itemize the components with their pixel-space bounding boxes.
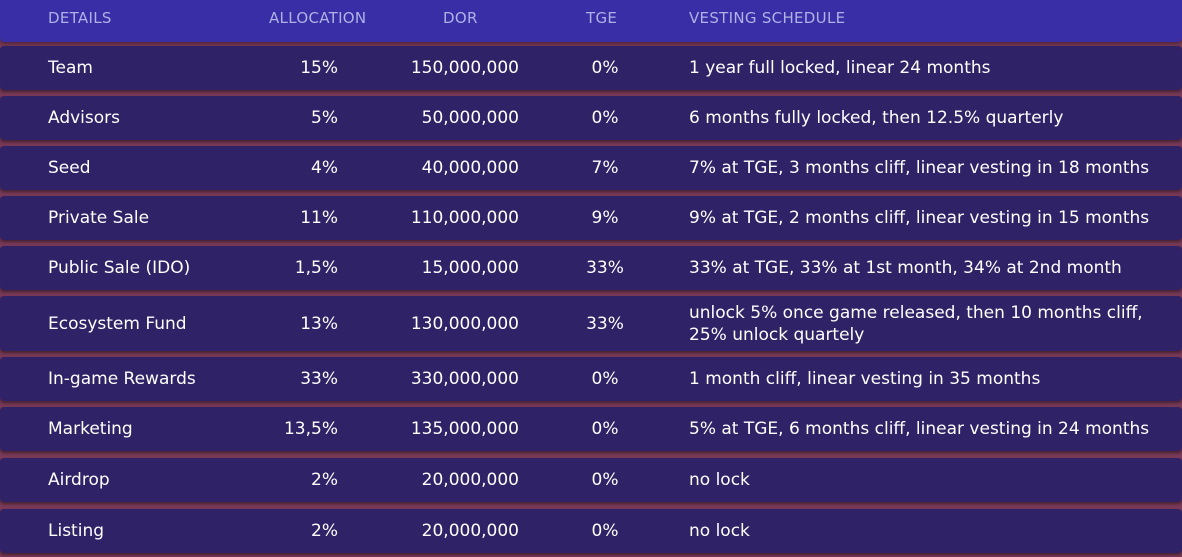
cell-allocation: 13% xyxy=(300,313,338,334)
cell-details: Advisors xyxy=(48,108,121,128)
cell-details: Listing xyxy=(48,521,105,541)
cell-vesting: 7% at TGE, 3 months cliff, linear vestin… xyxy=(689,158,1150,178)
table-row: Ecosystem Fund 13% 130,000,000 33% unloc… xyxy=(0,296,1182,351)
table-row: Team 15% 150,000,000 0% 1 year full lock… xyxy=(0,46,1182,90)
table-header: DETAILS ALLOCATION DOR TGE VESTING SCHED… xyxy=(0,0,1182,42)
cell-tge: 33% xyxy=(586,313,624,334)
cell-dor: 130,000,000 xyxy=(410,313,519,334)
cell-allocation: 15% xyxy=(300,58,338,78)
cell-allocation: 33% xyxy=(300,369,338,389)
header-dor: DOR xyxy=(443,9,478,27)
cell-allocation: 4% xyxy=(311,158,338,178)
cell-vesting: 5% at TGE, 6 months cliff, linear vestin… xyxy=(689,419,1150,439)
cell-tge: 0% xyxy=(591,108,619,128)
cell-dor: 40,000,000 xyxy=(421,158,519,178)
cell-tge: 0% xyxy=(591,369,619,389)
cell-dor: 150,000,000 xyxy=(410,58,519,78)
cell-dor: 20,000,000 xyxy=(421,470,519,490)
cell-vesting: 33% at TGE, 33% at 1st month, 34% at 2nd… xyxy=(689,258,1122,278)
cell-details: Marketing xyxy=(48,419,133,439)
cell-allocation: 1,5% xyxy=(294,258,338,278)
cell-dor: 110,000,000 xyxy=(410,208,519,228)
header-vesting-schedule: VESTING SCHEDULE xyxy=(689,9,846,27)
cell-allocation: 13,5% xyxy=(283,419,338,439)
cell-allocation: 2% xyxy=(311,521,338,541)
header-tge: TGE xyxy=(586,9,618,27)
cell-vesting: no lock xyxy=(689,470,750,490)
cell-details: Airdrop xyxy=(48,470,110,490)
cell-details: Seed xyxy=(48,158,91,178)
cell-dor: 20,000,000 xyxy=(421,521,519,541)
table-row: Private Sale 11% 110,000,000 9% 9% at TG… xyxy=(0,196,1182,240)
header-details: DETAILS xyxy=(48,9,112,27)
cell-details: In-game Rewards xyxy=(48,369,196,389)
cell-tge: 33% xyxy=(586,258,624,278)
table-row: In-game Rewards 33% 330,000,000 0% 1 mon… xyxy=(0,357,1182,401)
cell-tge: 7% xyxy=(591,158,619,178)
cell-details: Ecosystem Fund xyxy=(48,313,187,334)
cell-details: Private Sale xyxy=(48,208,150,228)
cell-details: Team xyxy=(48,58,93,78)
cell-vesting: 6 months fully locked, then 12.5% quarte… xyxy=(689,108,1064,128)
cell-tge: 0% xyxy=(591,521,619,541)
cell-vesting: 1 month cliff, linear vesting in 35 mont… xyxy=(689,369,1041,389)
cell-allocation: 5% xyxy=(311,108,338,128)
cell-dor: 15,000,000 xyxy=(421,258,519,278)
cell-tge: 0% xyxy=(591,470,619,490)
cell-allocation: 2% xyxy=(311,470,338,490)
cell-vesting: 9% at TGE, 2 months cliff, linear vestin… xyxy=(689,208,1150,228)
table-row: Seed 4% 40,000,000 7% 7% at TGE, 3 month… xyxy=(0,146,1182,190)
cell-tge: 0% xyxy=(591,58,619,78)
cell-details: Public Sale (IDO) xyxy=(48,258,191,278)
header-allocation: ALLOCATION xyxy=(269,9,367,27)
cell-vesting: unlock 5% once game released, then 10 mo… xyxy=(689,302,1143,345)
table-row: Public Sale (IDO) 1,5% 15,000,000 33% 33… xyxy=(0,246,1182,290)
table-row: Advisors 5% 50,000,000 0% 6 months fully… xyxy=(0,96,1182,140)
table-row: Marketing 13,5% 135,000,000 0% 5% at TGE… xyxy=(0,407,1182,451)
cell-tge: 0% xyxy=(591,419,619,439)
cell-dor: 135,000,000 xyxy=(410,419,519,439)
cell-dor: 330,000,000 xyxy=(410,369,519,389)
cell-allocation: 11% xyxy=(300,208,338,228)
table-row: Airdrop 2% 20,000,000 0% no lock xyxy=(0,458,1182,502)
cell-dor: 50,000,000 xyxy=(421,108,519,128)
cell-tge: 9% xyxy=(591,208,619,228)
cell-vesting: no lock xyxy=(689,521,750,541)
cell-vesting: 1 year full locked, linear 24 months xyxy=(689,58,991,78)
table-row: Listing 2% 20,000,000 0% no lock xyxy=(0,509,1182,553)
